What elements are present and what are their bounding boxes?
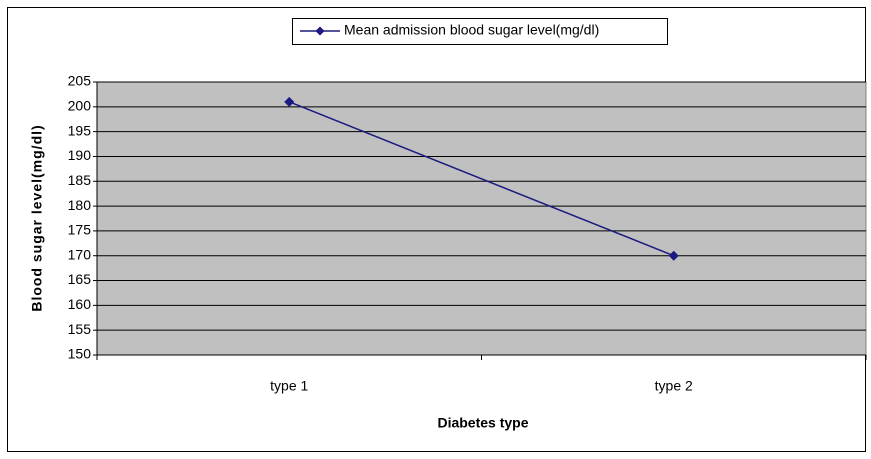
point-marker (668, 250, 679, 261)
point-marker (284, 96, 295, 107)
legend-marker (315, 26, 325, 36)
legend-label: Mean admission blood sugar level(mg/dl) (344, 22, 599, 38)
y-tick-label: 190 (68, 147, 92, 163)
y-tick-label: 155 (68, 321, 92, 337)
legend-box (292, 18, 668, 45)
plot-area (96, 81, 867, 356)
y-tick-label: 170 (68, 246, 92, 262)
y-tick-label: 205 (68, 73, 92, 89)
y-tick-label: 165 (68, 271, 92, 287)
y-tick-label: 175 (68, 222, 92, 238)
y-axis-label: Blood sugar level(mg/dl) (29, 124, 45, 311)
x-tick-label: type 2 (655, 378, 693, 394)
y-tick-label: 180 (68, 197, 92, 213)
y-tick-label: 200 (68, 98, 92, 114)
series-line (288, 101, 675, 257)
x-tick-label: type 1 (270, 378, 308, 394)
y-tick-label: 150 (68, 346, 92, 362)
x-axis-label: Diabetes type (437, 415, 528, 431)
y-tick-label: 185 (68, 172, 92, 188)
y-tick-label: 160 (68, 296, 92, 312)
y-tick-label: 195 (68, 122, 92, 138)
